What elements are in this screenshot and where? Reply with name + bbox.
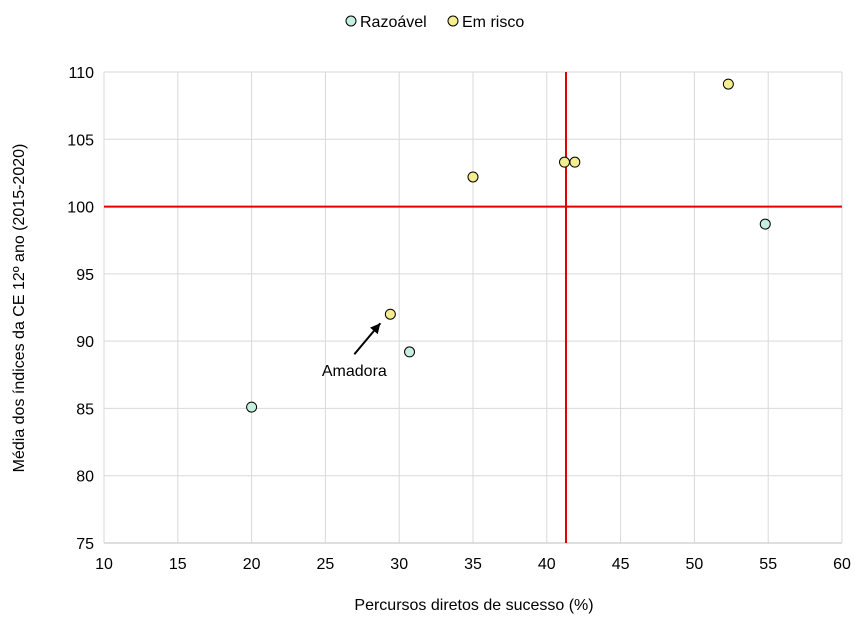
x-tick-label: 45 xyxy=(612,556,630,573)
legend-label-em-risco: Em risco xyxy=(462,14,524,31)
legend-marker-razoavel xyxy=(345,15,357,27)
y-tick-label: 90 xyxy=(76,334,94,351)
annotation-arrowhead xyxy=(370,323,381,335)
axes: 10 15 20 25 30 35 40 45 50 55 60 75 80 85 90 95 100 105 11… xyxy=(67,65,851,573)
y-tick-label: 100 xyxy=(67,200,94,217)
x-tick-label: 55 xyxy=(759,556,777,573)
y-tick-label: 110 xyxy=(68,65,94,82)
y-tick-label: 95 xyxy=(76,267,94,284)
x-tick-label: 15 xyxy=(169,556,187,573)
legend-label-razoavel: Razoável xyxy=(360,14,427,31)
x-axis-label: Percursos diretos de sucesso (%) xyxy=(354,597,593,614)
y-tick-label: 75 xyxy=(76,536,94,553)
x-tick-label: 25 xyxy=(317,556,335,573)
annotation-label: Amadora xyxy=(322,363,387,380)
y-axis-label: Média dos índices da CE 12º ano (2015-20… xyxy=(11,144,28,473)
point-em-risco xyxy=(467,171,479,183)
point-em-risco xyxy=(569,156,581,168)
x-tick-label: 35 xyxy=(464,556,482,573)
legend: Razoável Em risco xyxy=(345,14,524,31)
legend-marker-em-risco xyxy=(447,15,459,27)
point-em-risco xyxy=(384,308,396,320)
x-tick-label: 20 xyxy=(243,556,261,573)
data-points xyxy=(246,78,771,413)
y-tick-label: 80 xyxy=(76,469,94,486)
point-razoavel xyxy=(759,218,771,230)
x-tick-label: 60 xyxy=(833,556,851,573)
x-tick-label: 40 xyxy=(538,556,556,573)
point-em-risco xyxy=(559,156,571,168)
point-razoavel xyxy=(246,401,258,413)
annotations: Amadora xyxy=(322,322,387,380)
grid xyxy=(103,71,843,544)
point-em-risco xyxy=(722,78,734,90)
point-razoavel xyxy=(404,346,416,358)
x-tick-label: 30 xyxy=(390,556,408,573)
y-tick-label: 105 xyxy=(67,132,94,149)
x-tick-label: 10 xyxy=(95,556,113,573)
reference-lines xyxy=(104,72,842,543)
x-tick-label: 50 xyxy=(686,556,704,573)
y-tick-label: 85 xyxy=(76,401,94,418)
